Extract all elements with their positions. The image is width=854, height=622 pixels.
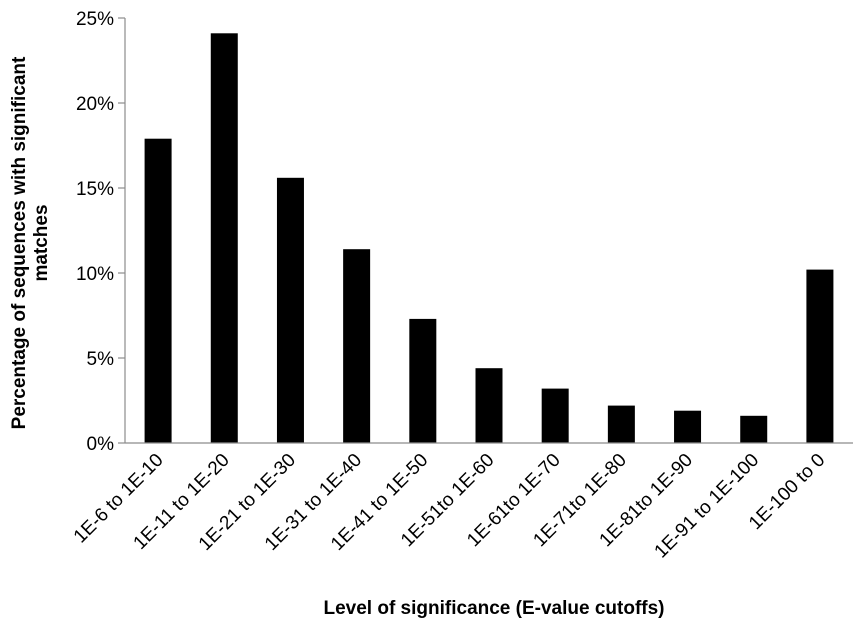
bar-series (144, 33, 834, 444)
y-tick-label: 15% (76, 179, 114, 200)
bar-10 (740, 415, 768, 443)
x-axis-title: Level of significance (E-value cutoffs) (323, 598, 664, 619)
y-tick-label: 10% (76, 264, 114, 285)
bar-6 (475, 368, 503, 443)
bar-1 (144, 138, 172, 443)
y-axis-title: Percentage of sequences with significant… (9, 56, 52, 429)
bar-4 (343, 249, 371, 443)
bar-8 (607, 405, 635, 443)
axis-lines (124, 18, 853, 444)
bar-7 (541, 388, 569, 443)
y-axis-title-line-2: matches (31, 204, 52, 281)
y-tick-label: 0% (87, 434, 115, 455)
y-axis-title-line-1: Percentage of sequences with significant (9, 56, 30, 429)
y-tick-label: 20% (76, 94, 114, 115)
bar-3 (276, 177, 304, 444)
bar-5 (409, 318, 437, 443)
y-tick-label: 5% (87, 349, 115, 370)
bar-2 (210, 33, 238, 444)
y-tick-label: 25% (76, 9, 114, 30)
bar-9 (674, 410, 702, 443)
y-axis: 0% 5% 10% 15% 20% 25% (76, 9, 125, 455)
bar-11 (806, 269, 834, 443)
